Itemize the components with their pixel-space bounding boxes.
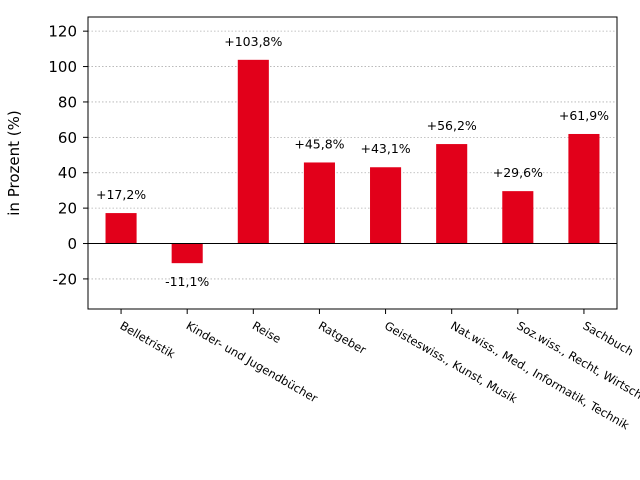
data-label: +45,8%: [294, 136, 344, 151]
bars: [105, 59, 600, 264]
bar: [370, 167, 402, 244]
x-axis: Belletristik Kinder- und JugendbücherReis…: [118, 309, 640, 433]
y-tick-label: 120: [48, 23, 77, 41]
y-tick-label: 0: [67, 235, 77, 253]
y-tick-label: 100: [48, 58, 77, 76]
y-tick-label: 80: [58, 93, 77, 111]
y-axis: -20 0 20 40 60 80 100 120: [48, 23, 88, 288]
x-tick-label: Sachbuch: [580, 318, 636, 358]
data-labels: +17,2% -11,1% +103,8% +45,8% +43,1% +56,2% +29…: [96, 34, 609, 289]
bar: [502, 191, 534, 244]
data-label: +17,2%: [96, 187, 146, 202]
data-label: +61,9%: [559, 108, 609, 123]
bar: [237, 59, 269, 244]
bar: [303, 162, 335, 244]
x-tick-label: Belletristik: [118, 318, 178, 361]
y-tick-label: 20: [58, 200, 77, 218]
y-axis-label: in Prozent (%): [5, 110, 23, 215]
data-label: +103,8%: [224, 34, 282, 49]
plot-frame: [87, 16, 618, 310]
y-tick-label: 40: [58, 164, 77, 182]
bar: [171, 243, 203, 264]
bar: [436, 144, 468, 244]
y-tick-label: 60: [58, 129, 77, 147]
data-label: +29,6%: [493, 165, 543, 180]
grid-lines: [88, 30, 617, 280]
bar: [568, 133, 600, 244]
data-label: +43,1%: [360, 141, 410, 156]
y-tick-label: -20: [53, 270, 78, 288]
x-tick-label: Reise: [250, 318, 284, 346]
x-tick-label: Ratgeber: [316, 318, 369, 357]
data-label: -11,1%: [165, 274, 209, 289]
data-label: +56,2%: [427, 118, 477, 133]
bar: [105, 213, 137, 244]
